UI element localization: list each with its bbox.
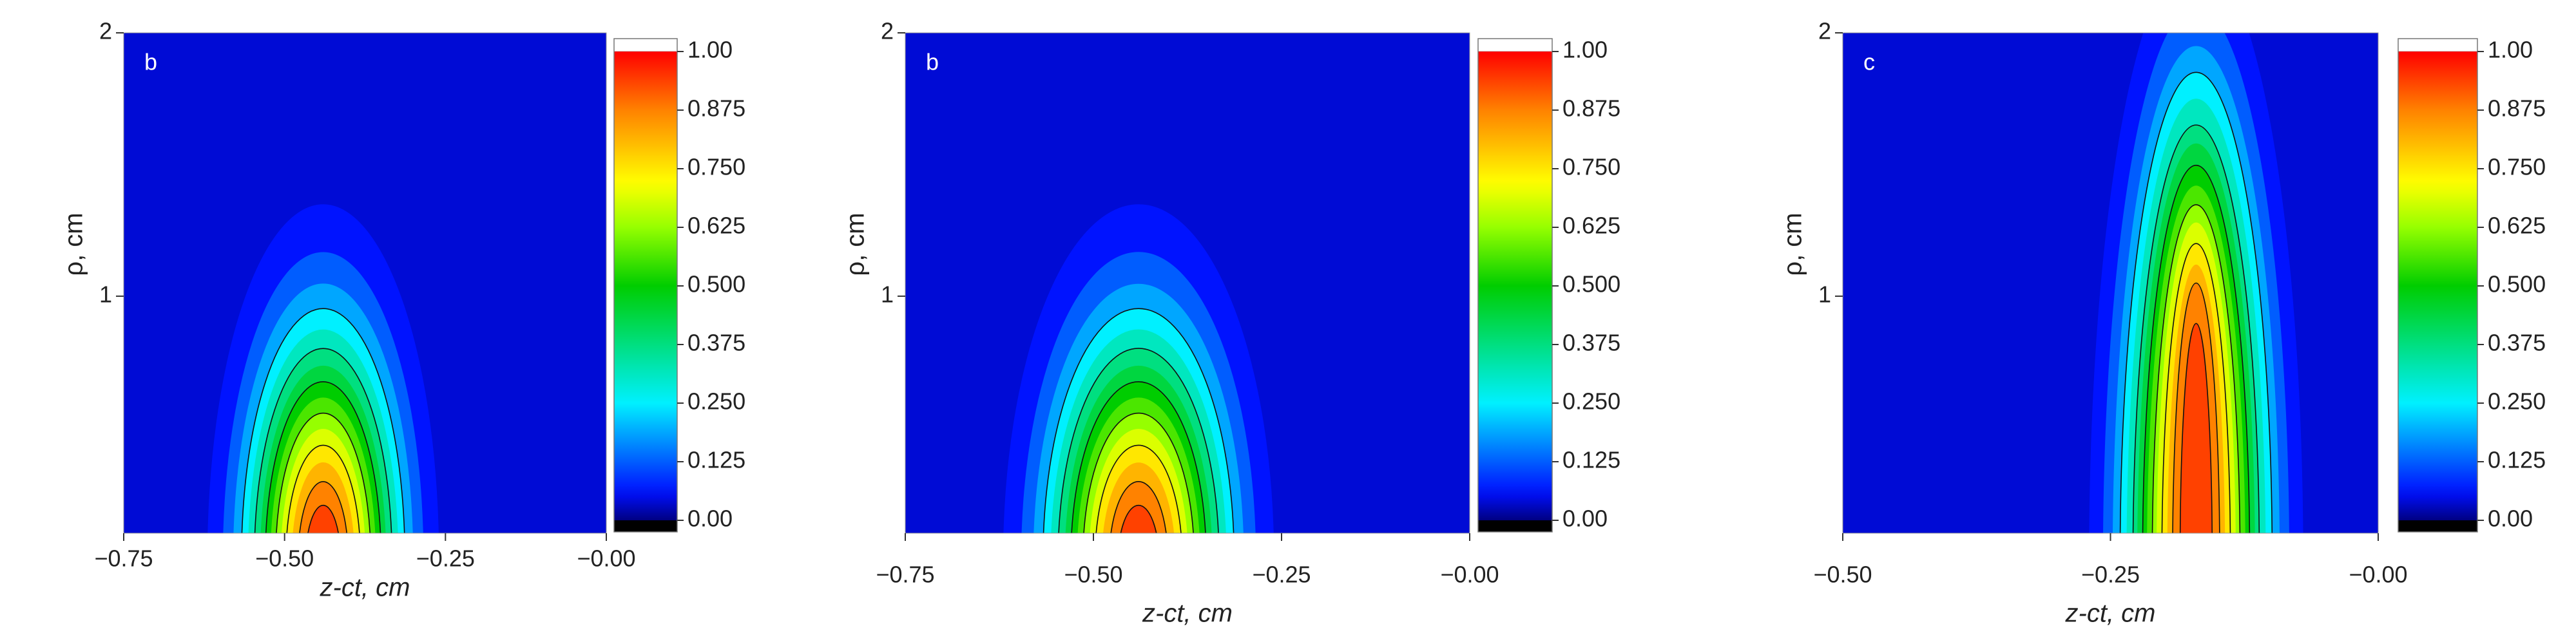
panel-label: c — [1863, 49, 1875, 75]
colorbar-tick-label: 0.750 — [1562, 154, 1620, 180]
x-tick-label: −0.00 — [1440, 562, 1499, 588]
colorbar-tick-label: 0.375 — [2488, 330, 2546, 356]
colorbar-over — [613, 38, 678, 52]
colorbar-tick-label: 1.00 — [1562, 37, 1608, 63]
plot-frame — [905, 32, 1470, 534]
colorbar-tick-label: 0.00 — [687, 505, 733, 532]
colorbar-tick-label: 0.625 — [2488, 213, 2546, 239]
colorbar-tick-label: 0.500 — [1562, 271, 1620, 298]
x-tick-label: −0.75 — [94, 545, 153, 572]
colorbar-tick-label: 0.125 — [687, 447, 745, 473]
x-tick-label: −0.25 — [416, 545, 475, 572]
colorbar-tick-label: 0.875 — [2488, 95, 2546, 122]
colorbar-tick-label: 1.00 — [687, 37, 733, 63]
colorbar-tick-label: 0.625 — [1562, 213, 1620, 239]
y-axis-label: ρ, cm — [841, 213, 870, 276]
colorbar — [614, 52, 677, 520]
y-tick-label: 2 — [99, 18, 112, 44]
panel-label: b — [144, 49, 157, 75]
contour-band — [2180, 323, 2213, 533]
x-axis-label: z-ct, cm — [320, 574, 410, 602]
colorbar-tick-label: 0.500 — [687, 271, 745, 298]
colorbar-tick-label: 1.00 — [2488, 37, 2533, 63]
colorbar-tick-label: 0.750 — [2488, 154, 2546, 180]
panel-label: b — [926, 49, 939, 75]
plot-area — [1843, 33, 2378, 533]
colorbar-tick-label: 0.500 — [2488, 271, 2546, 298]
plot-area — [124, 33, 606, 533]
colorbar-under — [1478, 520, 1552, 532]
colorbar-over — [1477, 38, 1553, 52]
x-axis-label: z-ct, cm — [2065, 600, 2156, 628]
y-tick-label: 2 — [881, 18, 894, 44]
colorbar-tick-label: 0.125 — [1562, 447, 1620, 473]
colorbar-tick-label: 0.625 — [687, 213, 745, 239]
colorbar-tick-label: 0.125 — [2488, 447, 2546, 473]
x-tick-label: −0.00 — [2349, 562, 2407, 588]
x-tick-label: −0.25 — [2081, 562, 2140, 588]
colorbar — [1478, 52, 1552, 520]
x-tick-label: −0.50 — [1813, 562, 1872, 588]
colorbar-tick-label: 0.750 — [687, 154, 745, 180]
x-tick-label: −0.50 — [1064, 562, 1122, 588]
contour-band — [307, 504, 339, 533]
colorbar-tick-label: 0.00 — [2488, 505, 2533, 532]
x-tick-label: −0.00 — [577, 545, 635, 572]
y-tick-label: 1 — [99, 281, 112, 307]
colorbar-tick-label: 0.250 — [2488, 388, 2546, 415]
x-tick-label: −0.50 — [255, 545, 314, 572]
y-tick-label: 1 — [881, 281, 894, 307]
colorbar-tick-label: 0.875 — [687, 95, 745, 122]
y-axis-label: ρ, cm — [60, 213, 88, 276]
y-axis-label: ρ, cm — [1779, 213, 1807, 276]
colorbar-tick-label: 0.250 — [1562, 388, 1620, 415]
y-tick-label: 1 — [1818, 281, 1831, 307]
y-tick-label: 2 — [1818, 18, 1831, 44]
x-tick-label: −0.75 — [876, 562, 934, 588]
colorbar-tick-label: 0.375 — [1562, 330, 1620, 356]
x-tick-label: −0.25 — [1252, 562, 1311, 588]
colorbar-tick-label: 0.375 — [687, 330, 745, 356]
plot-frame — [123, 32, 607, 534]
colorbar-tick-label: 0.250 — [687, 388, 745, 415]
colorbar-tick-label: 0.00 — [1562, 505, 1608, 532]
colorbar-under — [614, 520, 677, 532]
colorbar — [2398, 52, 2477, 520]
plot-area — [905, 33, 1470, 533]
colorbar-under — [2398, 520, 2477, 532]
contour-band — [1120, 504, 1157, 533]
colorbar-over — [2398, 38, 2478, 52]
colorbar-tick-label: 0.875 — [1562, 95, 1620, 122]
x-axis-label: z-ct, cm — [1142, 600, 1233, 628]
